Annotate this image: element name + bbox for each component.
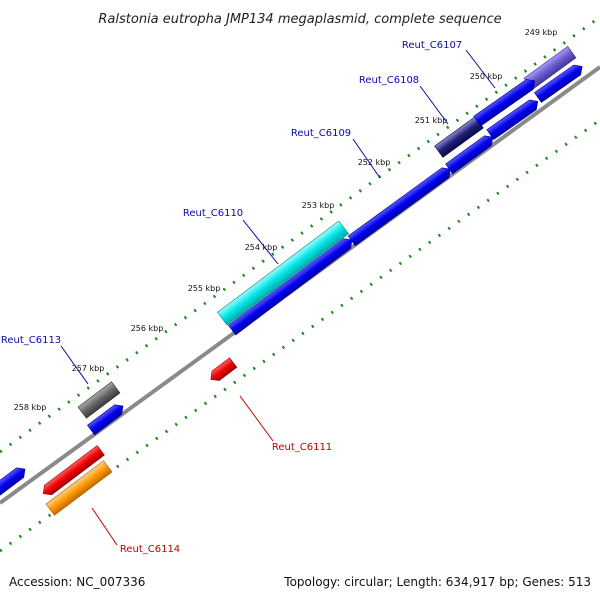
gene-c6108-highlight[interactable] <box>434 116 484 158</box>
tick-label: 258 kbp <box>14 403 47 412</box>
accession-text: Accession: NC_007336 <box>9 575 145 589</box>
gene-c6114-highlight[interactable] <box>45 460 113 516</box>
gene-label-c6109[interactable]: Reut_C6109 <box>291 128 351 139</box>
leader-line <box>465 49 496 89</box>
gene-label-c6108[interactable]: Reut_C6108 <box>359 75 419 86</box>
gene-label-c6110[interactable]: Reut_C6110 <box>183 208 243 219</box>
outer-tick-ruler <box>0 15 600 454</box>
forward-gene-arrow[interactable] <box>347 164 454 247</box>
reverse-gene-arrow[interactable] <box>207 357 238 384</box>
reverse-strand-genes <box>40 357 238 499</box>
forward-strand-genes <box>0 62 585 499</box>
forward-gene-arrow[interactable] <box>473 76 538 127</box>
tick-label: 251 kbp <box>415 116 448 125</box>
leader-line <box>419 85 449 125</box>
reverse-gene-arrow[interactable] <box>40 445 105 499</box>
tick-label: 256 kbp <box>131 324 164 333</box>
leader-line <box>239 395 274 442</box>
gene-label-c6111[interactable]: Reut_C6111 <box>272 442 332 453</box>
tick-label: 257 kbp <box>72 364 105 373</box>
tick-label: 249 kbp <box>525 28 558 37</box>
tick-label: 252 kbp <box>358 158 391 167</box>
leader-line <box>60 345 89 385</box>
leader-line <box>242 219 279 265</box>
tick-label: 254 kbp <box>245 243 278 252</box>
leader-line <box>352 138 381 179</box>
forward-gene-arrow[interactable] <box>86 401 126 436</box>
tick-label: 255 kbp <box>188 284 221 293</box>
gene-c6113-highlight[interactable] <box>77 381 121 419</box>
forward-gene-arrow[interactable] <box>445 132 497 175</box>
leader-line <box>91 507 118 546</box>
forward-gene-arrow[interactable] <box>0 464 29 499</box>
forward-gene-arrow[interactable] <box>228 235 355 336</box>
highlighted-genes <box>45 46 577 516</box>
topology-summary-text: Topology: circular; Length: 634,917 bp; … <box>283 575 591 589</box>
forward-gene-arrow[interactable] <box>534 62 585 103</box>
gene-label-c6107[interactable]: Reut_C6107 <box>402 40 462 51</box>
gene-label-c6114[interactable]: Reut_C6114 <box>120 544 180 555</box>
map-title: Ralstonia eutropha JMP134 megaplasmid, c… <box>98 12 501 27</box>
gene-label-c6113[interactable]: Reut_C6113 <box>1 335 61 346</box>
tick-label: 253 kbp <box>302 201 335 210</box>
gene-c6110-highlight[interactable] <box>217 220 349 326</box>
